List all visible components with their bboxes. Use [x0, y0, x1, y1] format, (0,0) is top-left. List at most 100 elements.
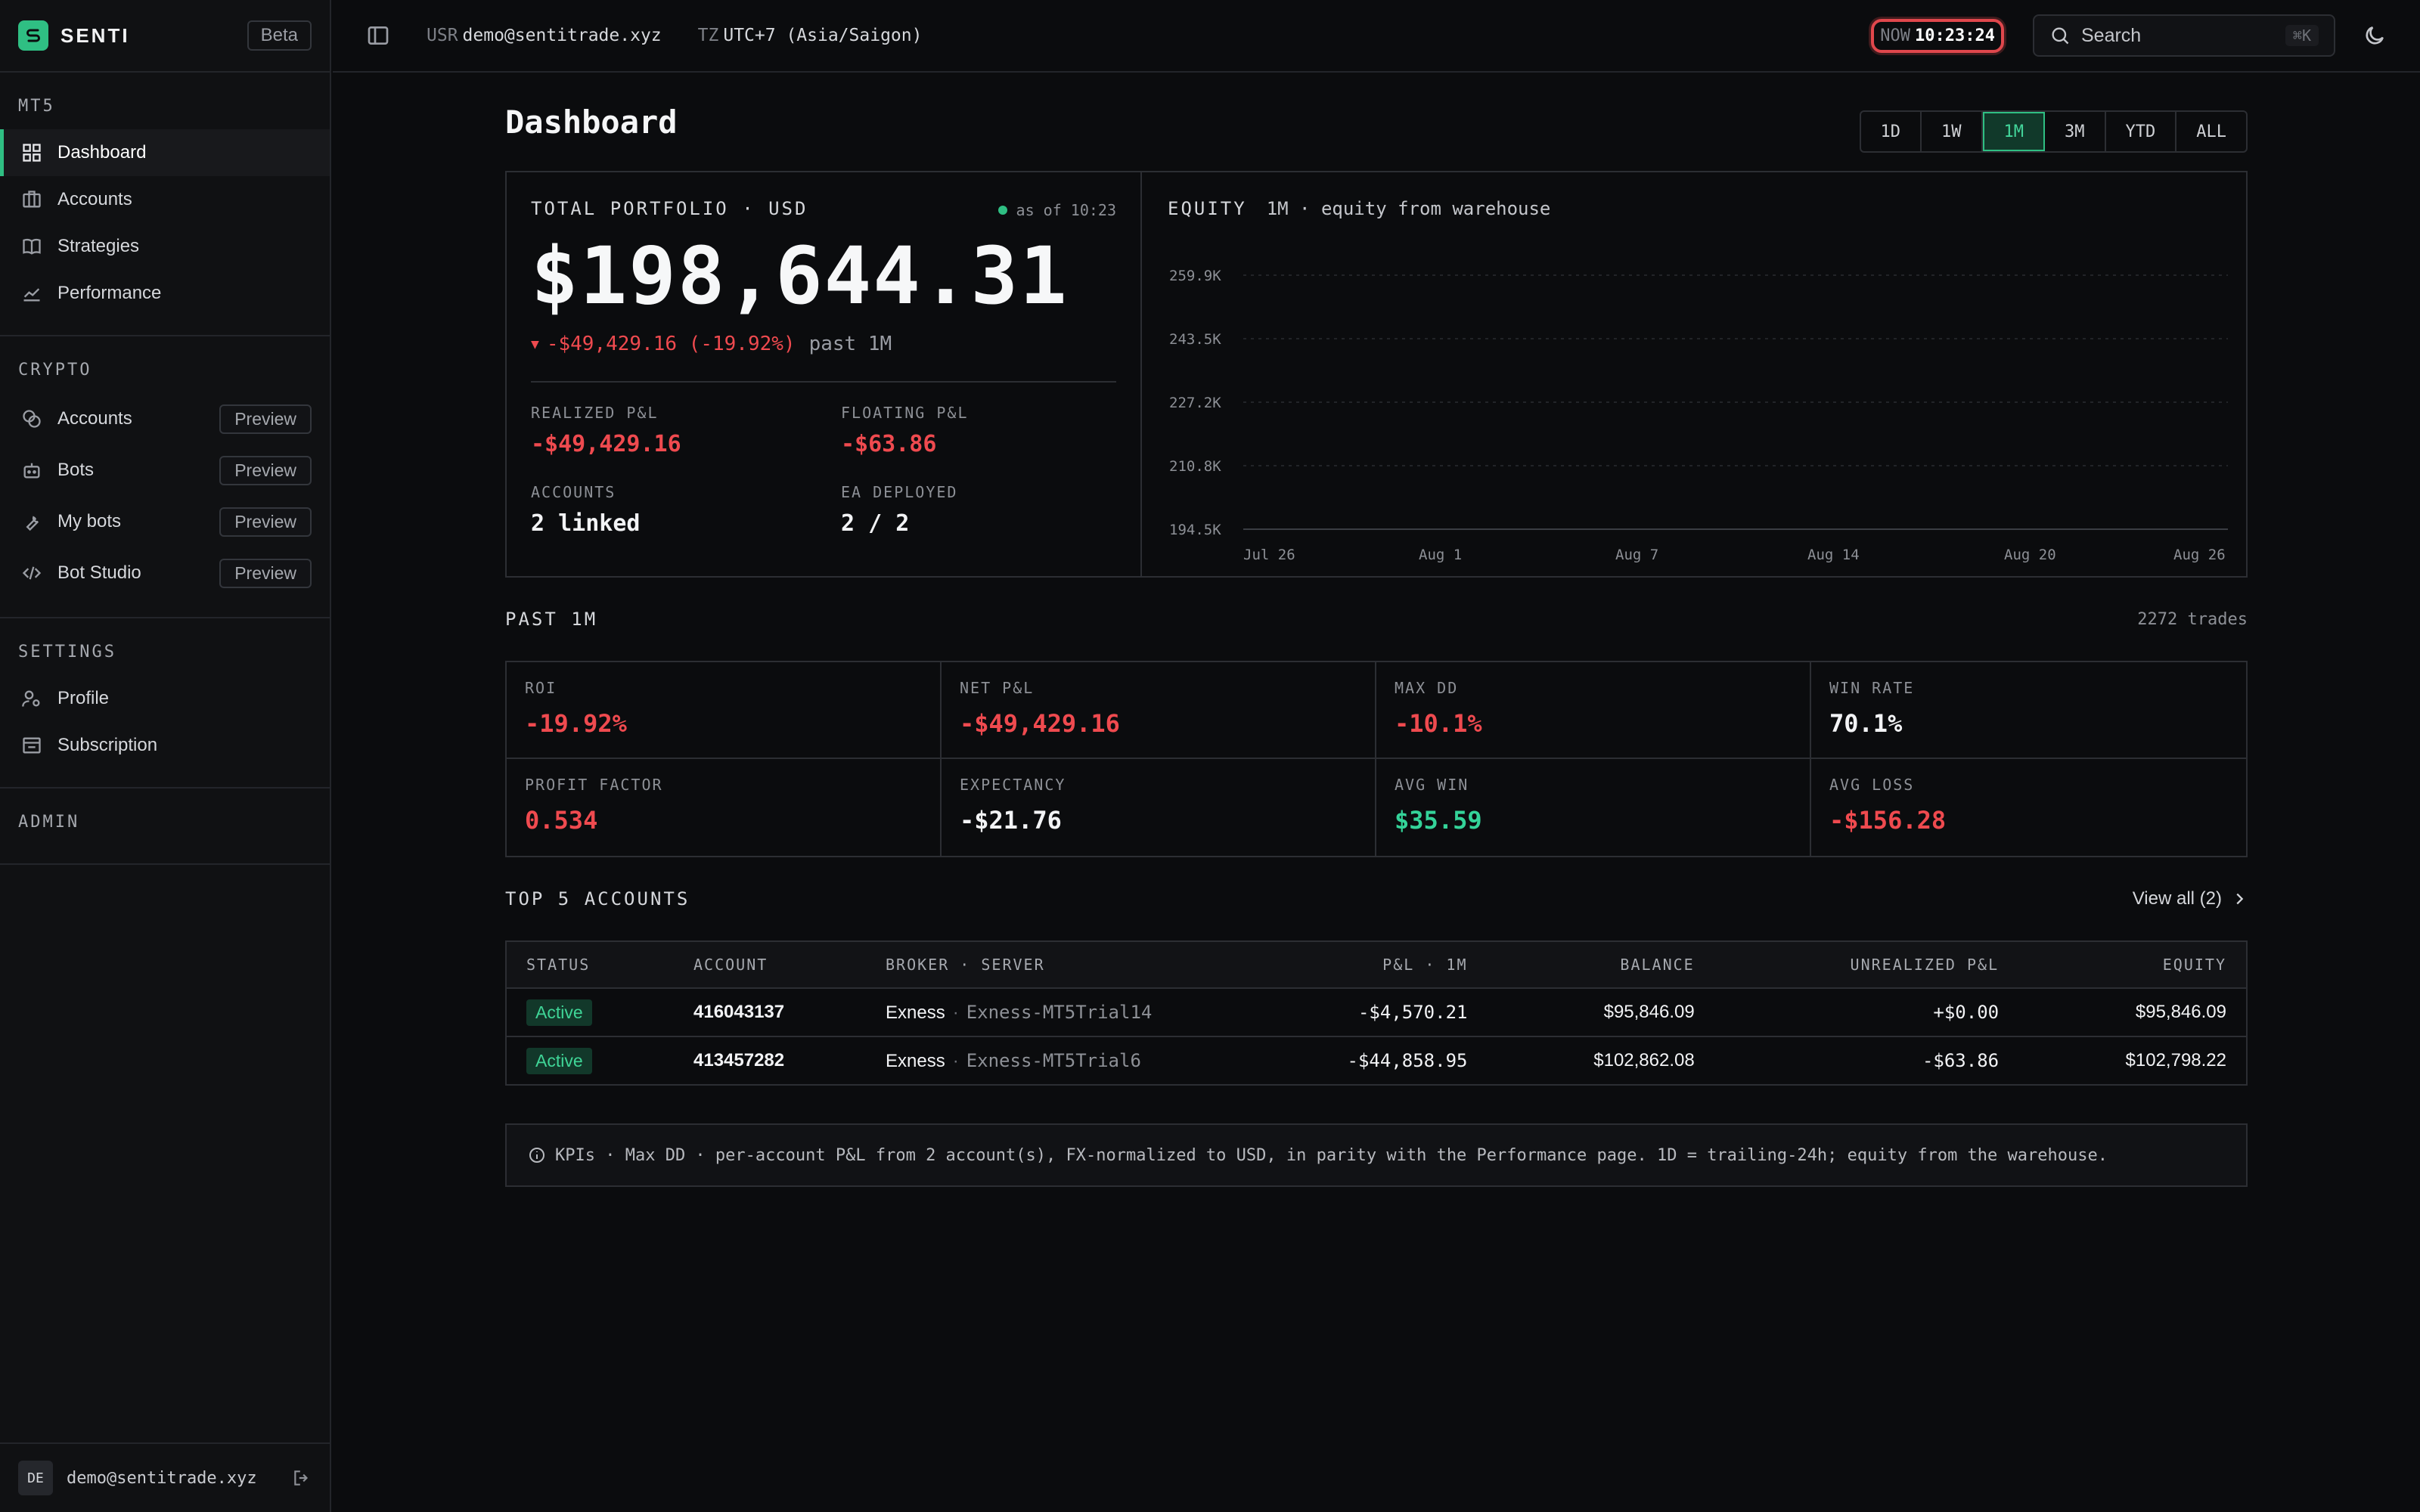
- nav-section-crypto: CRYPTO Accounts Preview Bots Preview My …: [0, 336, 330, 618]
- as-of-time: as of 10:23: [1016, 201, 1116, 219]
- y-tick-label: 227.2K: [1169, 395, 1221, 411]
- info-note-text: KPIs · Max DD · per-account P&L from 2 a…: [555, 1145, 2108, 1165]
- info-icon: [529, 1148, 544, 1163]
- logout-icon[interactable]: [292, 1468, 312, 1488]
- kpi-value: -19.92%: [525, 709, 627, 738]
- sidebar-item-crypto-accounts[interactable]: Accounts Preview: [0, 393, 330, 445]
- user-email: demo@sentitrade.xyz: [462, 26, 662, 45]
- equity-chart-card: EQUITY 1M · equity from warehouse 259.9K 2…: [1142, 172, 2246, 576]
- column-header[interactable]: P&L · 1M: [1229, 941, 1488, 989]
- sidebar-item-bot-studio[interactable]: Bot Studio Preview: [0, 547, 330, 599]
- x-tick-label: Aug 14: [1807, 547, 1860, 563]
- stat-value: 2 / 2: [841, 510, 910, 537]
- sidebar-item-dashboard[interactable]: Dashboard: [0, 129, 330, 176]
- account-id[interactable]: 413457282: [693, 1050, 785, 1070]
- pnl-cell: -$44,858.95: [1347, 1050, 1468, 1071]
- equity-cell: $95,846.09: [2018, 988, 2247, 1037]
- sidebar-item-label: Bots: [57, 460, 95, 480]
- pnl-cell: -$4,570.21: [1229, 988, 1488, 1037]
- sidebar-item-my-bots[interactable]: My bots Preview: [0, 496, 330, 547]
- clock: NOW 10:23:24: [1871, 18, 2004, 53]
- kpi-label: NET P&L: [960, 679, 1035, 697]
- range-1d-button[interactable]: 1D: [1861, 112, 1922, 151]
- kpi-win-rate: WIN RATE 70.1%: [1811, 662, 2246, 759]
- x-tick-label: Aug 20: [2004, 547, 2056, 563]
- as-of-indicator: as of 10:23: [997, 201, 1116, 219]
- table-row[interactable]: Active 416043137 Exness · Exness-MT5Trial14-…: [506, 988, 2247, 1037]
- now-key: NOW: [1880, 26, 1911, 45]
- stat-label: FLOATING P&L: [841, 404, 969, 422]
- clock-time: 10:23:24: [1915, 26, 1995, 45]
- search-input[interactable]: Search ⌘K: [2033, 14, 2335, 57]
- sidebar-item-performance[interactable]: Performance: [0, 270, 330, 317]
- equity-subtitle: 1M · equity from warehouse: [1266, 198, 1551, 219]
- sidebar-item-subscription[interactable]: Subscription: [0, 722, 330, 769]
- column-header[interactable]: EQUITY: [2018, 941, 2247, 989]
- sidebar-toggle-icon[interactable]: [366, 23, 390, 48]
- column-header[interactable]: UNREALIZED P&L: [1714, 941, 2019, 989]
- x-tick-label: Aug 1: [1419, 547, 1462, 563]
- kpi-value: -$156.28: [1829, 806, 1947, 835]
- column-header[interactable]: BALANCE: [1487, 941, 1714, 989]
- sidebar-item-profile[interactable]: Profile: [0, 675, 330, 722]
- kpi-label: ROI: [525, 679, 557, 697]
- equity-label: EQUITY: [1168, 198, 1247, 219]
- kpi-section-header: PAST 1M 2272 trades: [505, 578, 2248, 661]
- table-row[interactable]: Active 413457282 Exness · Exness-MT5Trial6 -$…: [506, 1036, 2247, 1085]
- time-range-selector: 1D 1W 1M 3M YTD ALL: [1859, 110, 2248, 153]
- book-icon: [23, 238, 41, 255]
- range-3m-button[interactable]: 3M: [2045, 112, 2106, 151]
- sidebar-item-label: Dashboard: [57, 142, 147, 163]
- unrealized-cell: -$63.86: [1922, 1050, 2000, 1071]
- kpi-label: WIN RATE: [1829, 679, 1915, 697]
- sidebar-item-label: Accounts: [57, 408, 132, 429]
- top-bar: USR demo@sentitrade.xyz TZ UTC+7 (Asia/Sai…: [333, 0, 2420, 73]
- column-header[interactable]: BROKER · SERVER: [866, 941, 1229, 989]
- y-tick-label: 210.8K: [1169, 458, 1221, 475]
- section-title-crypto: CRYPTO: [18, 361, 92, 380]
- broker-server-cell: Exness · Exness-MT5Trial14: [866, 988, 1229, 1037]
- kpi-net-p-l: NET P&L -$49,429.16: [942, 662, 1376, 759]
- moon-icon[interactable]: [2363, 23, 2387, 48]
- kpi-value: -$21.76: [960, 806, 1062, 835]
- page-title: Dashboard: [505, 103, 678, 141]
- column-header[interactable]: STATUS: [506, 941, 674, 989]
- sidebar-item-bots[interactable]: Bots Preview: [0, 445, 330, 496]
- chevron-right-icon: [2236, 893, 2244, 905]
- range-1w-button[interactable]: 1W: [1922, 112, 1983, 151]
- balance-cell: $102,862.08: [1593, 1050, 1695, 1070]
- overview-card: TOTAL PORTFOLIO · USD as of 10:23 $198,6…: [505, 171, 2248, 578]
- coins-icon: [23, 410, 41, 428]
- kpi-label: EXPECTANCY: [960, 776, 1066, 794]
- sidebar-item-label: Strategies: [57, 236, 140, 256]
- range-1m-button[interactable]: 1M: [1982, 112, 2045, 151]
- receipt-icon: [23, 737, 41, 754]
- grid-icon: [23, 144, 41, 162]
- broker-name: Exness: [886, 1050, 945, 1071]
- sidebar-item-strategies[interactable]: Strategies: [0, 223, 330, 270]
- sidebar: SENTI Beta MT5 Dashboard Accounts Strate…: [0, 0, 331, 1512]
- column-header[interactable]: ACCOUNT: [674, 941, 866, 989]
- x-tick-label: Aug 26: [2173, 547, 2226, 563]
- range-ytd-button[interactable]: YTD: [2106, 112, 2177, 151]
- balance-cell: $95,846.09: [1487, 988, 1714, 1037]
- avatar[interactable]: DE: [18, 1461, 53, 1495]
- kpi-value: 0.534: [525, 806, 598, 835]
- brand-header: SENTI Beta: [0, 0, 330, 73]
- senti-logo-icon[interactable]: [18, 20, 48, 51]
- view-all-link[interactable]: View all (2): [2133, 888, 2248, 909]
- kpi-label: AVG LOSS: [1829, 776, 1915, 794]
- down-arrow-icon: ▼: [531, 336, 539, 352]
- sidebar-footer: DE demo@sentitrade.xyz: [0, 1442, 330, 1512]
- server-name: Exness-MT5Trial14: [966, 1001, 1153, 1023]
- account-id[interactable]: 416043137: [674, 988, 866, 1037]
- stat-label: ACCOUNTS: [531, 483, 616, 501]
- briefcase-icon: [23, 191, 41, 208]
- sidebar-item-accounts[interactable]: Accounts: [0, 176, 330, 223]
- sidebar-item-label: Performance: [57, 283, 162, 303]
- x-tick-label: Jul 26: [1243, 547, 1295, 563]
- sidebar-item-label: Subscription: [57, 735, 158, 755]
- stat-value: 2 linked: [531, 510, 641, 537]
- range-all-button[interactable]: ALL: [2196, 122, 2226, 141]
- portfolio-value: $198,644.31: [531, 230, 1069, 322]
